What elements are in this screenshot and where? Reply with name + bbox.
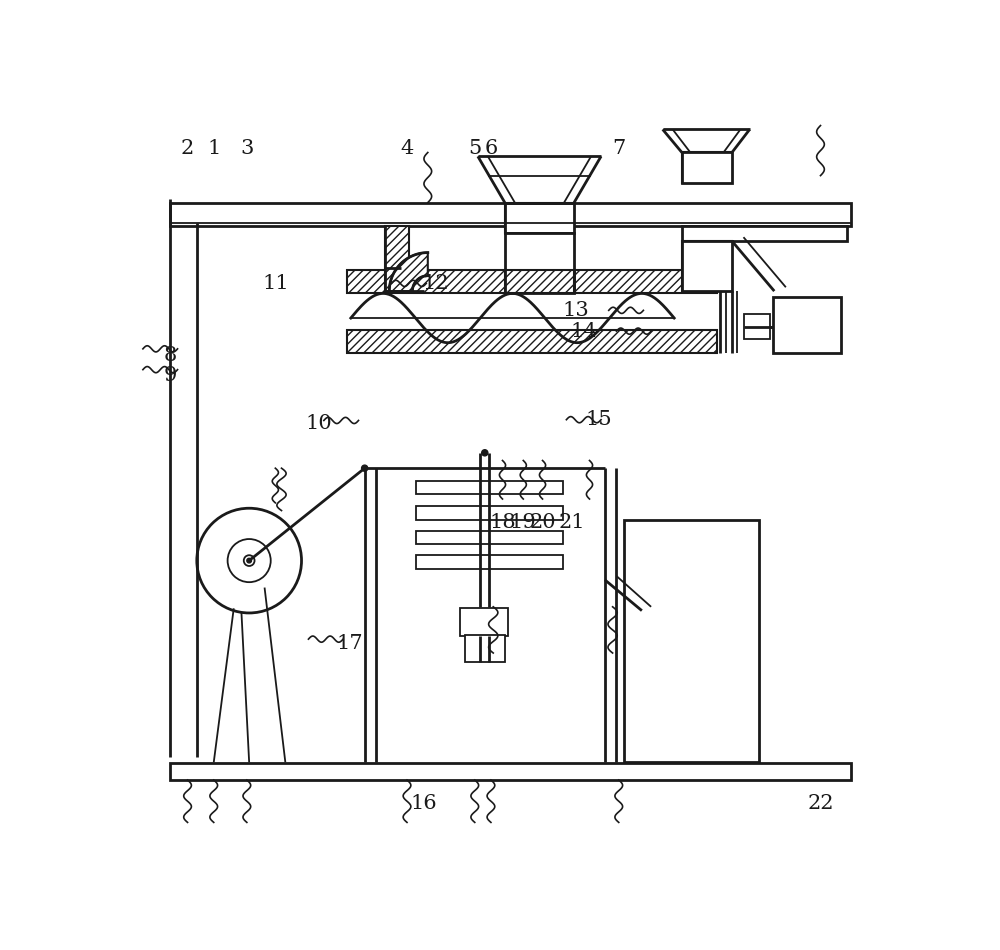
Bar [505, 234, 574, 293]
Text: 21: 21 [558, 513, 585, 532]
Text: 8: 8 [163, 346, 176, 365]
Text: 5: 5 [468, 139, 481, 158]
Bar [682, 153, 732, 183]
Bar [682, 241, 732, 291]
Bar [416, 481, 563, 494]
Bar [347, 330, 717, 352]
Circle shape [247, 559, 251, 563]
Text: 3: 3 [240, 139, 254, 158]
Text: 16: 16 [411, 793, 437, 812]
PathPatch shape [389, 253, 428, 291]
Text: 15: 15 [585, 410, 612, 429]
Bar [170, 202, 851, 226]
Text: 13: 13 [562, 301, 589, 320]
Bar [347, 270, 717, 293]
Text: 1: 1 [207, 139, 220, 158]
Bar [505, 202, 574, 234]
Text: 7: 7 [612, 139, 625, 158]
Text: 11: 11 [262, 274, 289, 293]
Bar [465, 635, 505, 662]
Bar [682, 241, 732, 291]
Bar [460, 608, 508, 636]
Text: 6: 6 [484, 139, 498, 158]
Text: 10: 10 [305, 414, 332, 433]
Text: 9: 9 [163, 367, 177, 386]
Text: 18: 18 [489, 513, 516, 532]
Circle shape [362, 466, 368, 471]
Bar [682, 153, 732, 183]
Text: 17: 17 [336, 635, 363, 654]
Text: 12: 12 [422, 274, 449, 293]
Bar [682, 226, 847, 241]
Text: 4: 4 [400, 139, 414, 158]
Text: 14: 14 [571, 322, 597, 341]
Bar [744, 314, 770, 339]
Text: 2: 2 [181, 139, 194, 158]
Text: 20: 20 [529, 513, 556, 532]
Bar [416, 555, 563, 569]
Text: 22: 22 [807, 793, 834, 812]
Bar [505, 270, 574, 293]
Bar [624, 520, 759, 762]
Bar [416, 530, 563, 544]
Bar [385, 226, 409, 291]
Circle shape [482, 449, 488, 456]
Bar [416, 506, 563, 520]
Bar [773, 297, 841, 352]
Bar [170, 763, 851, 780]
Bar [505, 202, 574, 234]
Text: 19: 19 [510, 513, 537, 532]
